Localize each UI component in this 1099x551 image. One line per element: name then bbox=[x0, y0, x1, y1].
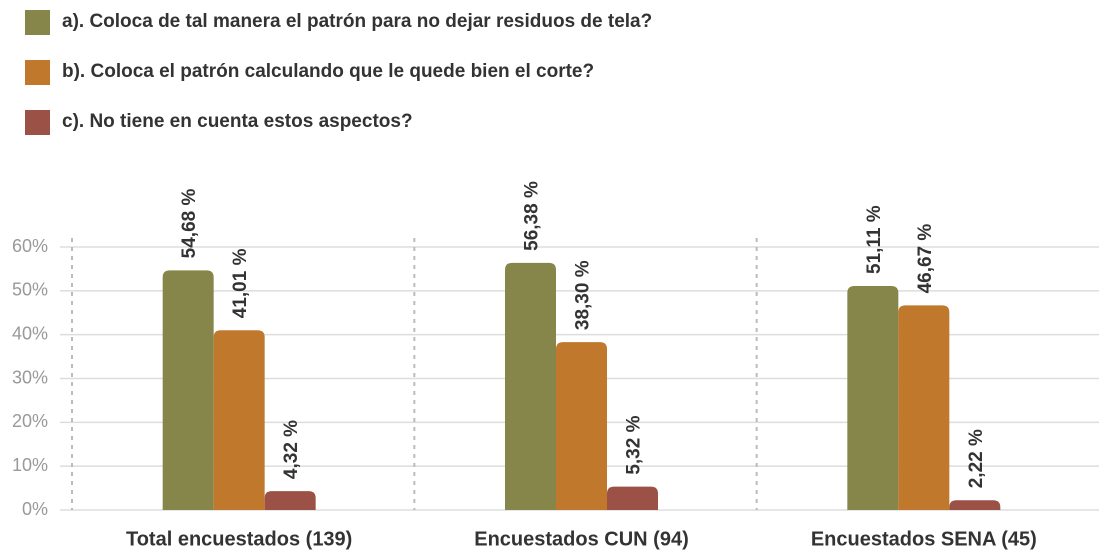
bar bbox=[264, 491, 316, 510]
legend-swatch bbox=[25, 10, 50, 35]
bar bbox=[847, 285, 899, 510]
y-tick-label: 40% bbox=[12, 323, 48, 343]
y-tick-label: 50% bbox=[12, 280, 48, 300]
bar bbox=[162, 270, 214, 510]
legend-label: b). Coloca el patrón calculando que le q… bbox=[62, 61, 594, 82]
legend-swatch bbox=[25, 110, 50, 135]
value-label: 51,11 % bbox=[864, 205, 885, 274]
bar bbox=[556, 342, 607, 510]
legend-label: c). No tiene en cuenta estos aspectos? bbox=[62, 111, 413, 132]
value-label: 38,30 % bbox=[573, 260, 594, 330]
value-label: 41,01 % bbox=[230, 248, 251, 318]
y-tick-label: 20% bbox=[12, 411, 48, 431]
value-label: 54,68 % bbox=[179, 188, 200, 258]
bar bbox=[213, 330, 265, 510]
value-label: 46,67 % bbox=[915, 224, 936, 294]
y-tick-label: 60% bbox=[12, 236, 48, 256]
bar bbox=[949, 500, 1001, 510]
x-tick-label: Encuestados SENA (45) bbox=[811, 528, 1037, 550]
bar bbox=[505, 262, 556, 510]
bar bbox=[898, 305, 950, 510]
y-tick-label: 30% bbox=[12, 367, 48, 387]
legend-label: a). Coloca de tal manera el patrón para … bbox=[62, 11, 652, 32]
value-label: 2,22 % bbox=[966, 429, 987, 488]
x-tick-label: Encuestados CUN (94) bbox=[474, 528, 689, 550]
legend-swatch bbox=[25, 60, 50, 85]
bar bbox=[607, 486, 658, 510]
y-tick-label: 0% bbox=[22, 499, 48, 519]
value-label: 5,32 % bbox=[624, 415, 645, 474]
value-label: 4,32 % bbox=[281, 420, 302, 479]
value-label: 56,38 % bbox=[522, 181, 543, 251]
y-tick-label: 10% bbox=[12, 455, 48, 475]
x-tick-label: Total encuestados (139) bbox=[126, 528, 352, 550]
